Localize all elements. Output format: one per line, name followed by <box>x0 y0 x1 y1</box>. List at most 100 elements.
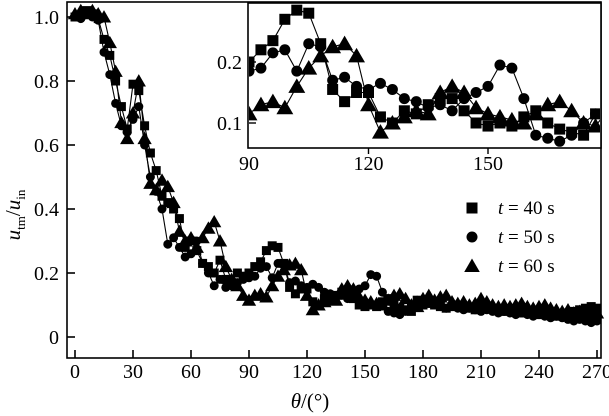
triangle-marker <box>207 214 222 228</box>
square-marker <box>285 282 295 292</box>
square-marker <box>203 262 213 272</box>
triangle-marker <box>218 259 233 273</box>
triangle-marker <box>491 108 509 124</box>
inset-x-ticks: 90 120 150 <box>239 148 503 175</box>
circle-marker <box>494 59 506 71</box>
inset-y-ticks: 0.1 0.2 <box>217 52 256 135</box>
circle-marker <box>530 129 542 141</box>
square-marker <box>157 191 167 201</box>
x-tick-label: 90 <box>239 361 259 383</box>
circle-marker <box>250 271 260 281</box>
y-axis-label: utm/uin <box>1 189 28 240</box>
triangle-marker <box>294 262 309 276</box>
triangle-marker <box>503 111 521 127</box>
circle-marker <box>163 239 173 249</box>
square-marker <box>221 274 231 284</box>
main-series-triangle <box>67 3 605 321</box>
circle-marker <box>372 271 382 281</box>
square-marker <box>291 4 303 16</box>
square-marker <box>374 111 386 123</box>
square-marker <box>446 93 458 105</box>
triangle-marker <box>149 182 164 196</box>
main-x-ticks: 0 30 60 90 120 150 180 210 240 270 <box>70 350 609 383</box>
square-marker <box>111 76 121 86</box>
square-marker <box>250 262 260 272</box>
x-tick-label: 240 <box>524 361 554 383</box>
square-marker <box>215 255 225 265</box>
square-marker <box>267 35 279 47</box>
square-marker <box>99 34 109 44</box>
triangle-marker <box>224 272 239 285</box>
triangle-marker <box>67 6 83 20</box>
circle-marker <box>374 77 386 89</box>
triangle-marker <box>443 78 461 93</box>
square-marker <box>273 242 283 252</box>
inset-x-tick-label: 120 <box>354 153 384 175</box>
x-tick-label: 0 <box>70 361 80 383</box>
triangle-marker <box>195 230 210 244</box>
square-marker <box>554 123 566 135</box>
x-tick-label: 120 <box>292 361 322 383</box>
triangle-marker <box>270 269 286 282</box>
circle-marker <box>279 44 291 56</box>
triangle-marker <box>249 105 258 121</box>
triangle-marker <box>299 288 315 301</box>
square-marker <box>339 96 351 108</box>
circle-marker <box>99 47 109 57</box>
triangle-marker <box>288 78 306 93</box>
legend: t = 40 s t = 50 s t = 60 s <box>464 198 555 277</box>
triangle-marker <box>154 173 170 186</box>
x-tick-label: 150 <box>350 361 380 383</box>
triangle-marker <box>230 278 245 292</box>
triangle-marker <box>563 102 581 118</box>
circle-marker <box>602 111 609 122</box>
triangle-marker <box>410 299 425 313</box>
triangle-marker <box>527 105 545 121</box>
legend-circle-marker <box>466 231 478 243</box>
x-tick-label: 60 <box>181 361 201 383</box>
triangle-marker <box>515 114 533 130</box>
circle-marker <box>554 135 566 147</box>
circle-marker <box>209 281 219 291</box>
circle-marker <box>446 105 458 117</box>
square-marker <box>256 257 266 267</box>
inset-plot-frame <box>247 2 602 149</box>
square-marker <box>327 83 339 95</box>
y-tick-label: 0 <box>49 327 59 349</box>
triangle-marker <box>183 230 199 244</box>
square-marker <box>308 297 318 307</box>
circle-marker <box>470 87 482 98</box>
square-marker <box>542 117 554 129</box>
y-tick-label: 0.4 <box>34 199 59 221</box>
square-marker <box>105 50 115 60</box>
circle-marker <box>327 74 339 86</box>
triangle-marker <box>178 234 193 247</box>
circle-marker <box>249 65 255 77</box>
circle-marker <box>434 99 446 111</box>
circle-marker <box>351 80 363 92</box>
y-tick-label: 0.8 <box>34 71 59 93</box>
square-marker <box>163 198 173 208</box>
main-y-ticks: 0 0.2 0.4 0.6 0.8 1.0 <box>34 7 75 349</box>
inset-y-tick-label: 0.1 <box>217 113 242 135</box>
circle-marker <box>410 96 422 108</box>
inset-y-tick-label: 0.2 <box>217 52 242 74</box>
triangle-marker <box>108 64 123 77</box>
circle-marker <box>203 268 213 278</box>
triangle-marker <box>311 298 326 311</box>
triangle-marker <box>131 74 146 87</box>
legend-label: t = 50 s <box>498 227 555 248</box>
triangle-marker <box>467 99 485 115</box>
square-marker <box>145 148 155 158</box>
square-marker <box>303 7 315 19</box>
circle-marker <box>339 71 351 83</box>
circle-marker <box>566 129 578 141</box>
main-series-group <box>67 3 605 328</box>
circle-marker <box>506 62 518 74</box>
triangle-marker <box>383 114 401 130</box>
triangle-marker <box>121 0 138 1</box>
square-marker <box>470 117 482 129</box>
triangle-marker <box>360 96 377 112</box>
inset-x-tick-label: 150 <box>473 153 503 175</box>
